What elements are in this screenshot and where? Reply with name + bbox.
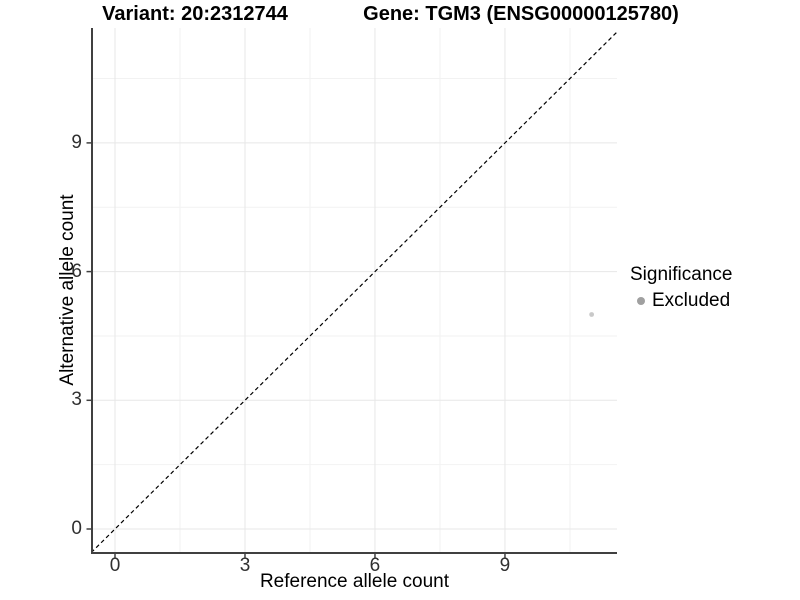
gene-title: Gene: TGM3 (ENSG00000125780) [363,3,679,25]
y-tick-label: 0 [71,518,82,539]
plot-panel [86,28,617,559]
y-axis-title: Alternative allele count [57,194,78,386]
x-axis-title: Reference allele count [259,571,450,592]
legend-item-excluded: Excluded [630,290,732,312]
x-tick-label: 0 [109,555,121,576]
legend-item-label: Excluded [652,290,731,311]
data-point [589,312,595,317]
legend-title: Significance [630,264,733,285]
x-tick-label: 3 [239,555,251,576]
x-tick-label: 9 [499,555,511,576]
y-tick-label: 6 [71,260,82,282]
variant-title: Variant: 20:2312744 [102,3,288,25]
x-tick-label: 6 [369,555,381,576]
legend: Significance Excluded [630,263,732,312]
y-tick-label: 9 [71,131,82,153]
legend-point-icon [637,297,645,305]
y-tick-label: 3 [71,389,82,411]
identity-dashed-line [92,31,617,553]
